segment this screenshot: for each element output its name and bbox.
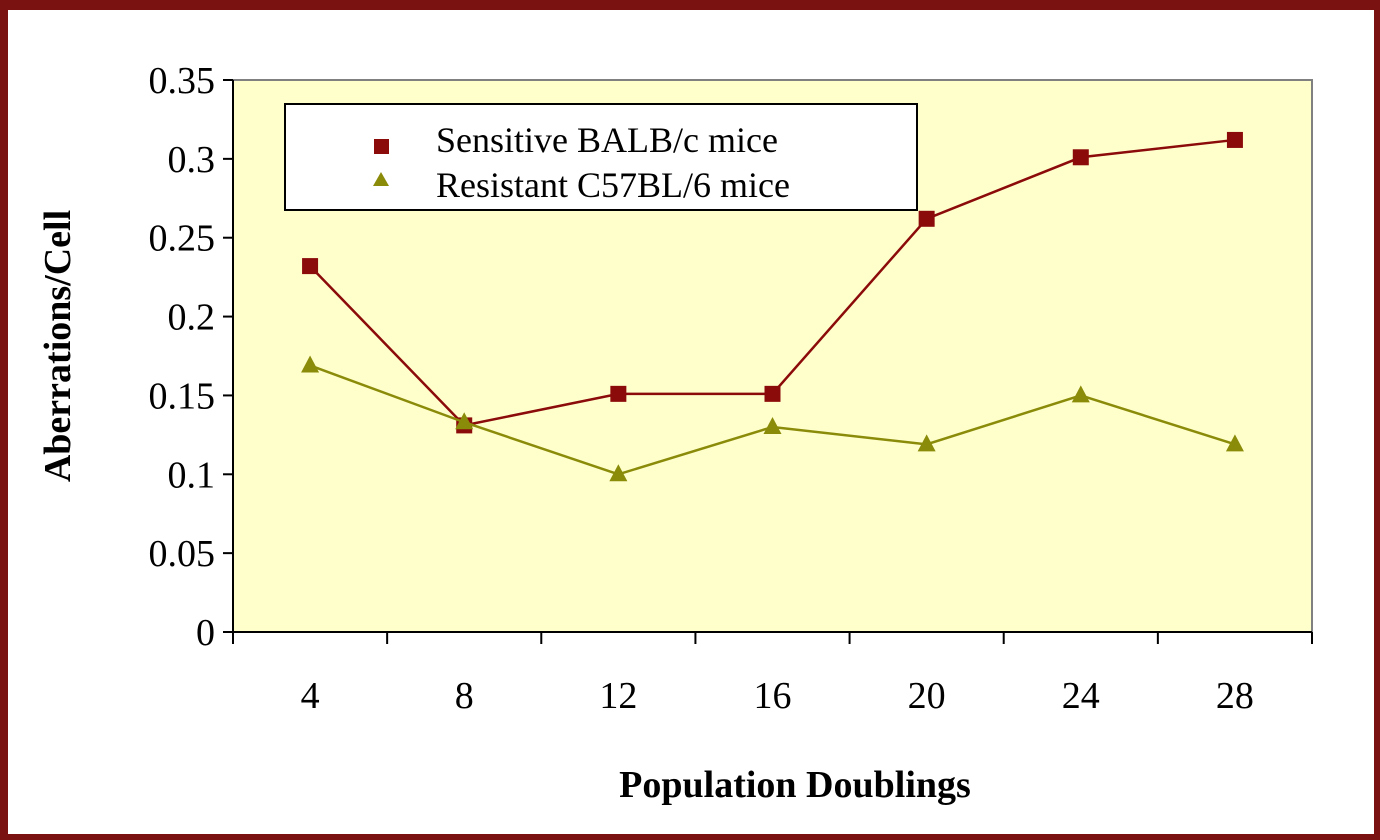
x-axis-title: Population Doublings: [619, 764, 971, 806]
data-point-resistant: [917, 434, 936, 452]
data-point-sensitive: [1226, 131, 1243, 148]
y-tick-label: 0: [196, 612, 215, 654]
data-point-resistant: [301, 355, 320, 373]
legend-label-sensitive: Sensitive BALB/c mice: [436, 120, 778, 160]
legend-box: [284, 103, 918, 211]
x-tick-label: 12: [599, 675, 637, 717]
data-point-sensitive: [1072, 149, 1089, 166]
y-tick-label: 0.15: [149, 375, 216, 417]
y-tick-label: 0.35: [149, 60, 216, 102]
x-tick-label: 20: [908, 675, 946, 717]
legend-label-resistant: Resistant C57BL/6 mice: [436, 165, 790, 205]
x-tick-label: 16: [754, 675, 792, 717]
y-tick-label: 0.3: [168, 139, 216, 181]
data-point-sensitive: [302, 258, 319, 275]
data-point-resistant: [455, 412, 474, 430]
data-point-sensitive: [918, 210, 935, 227]
data-point-sensitive: [764, 385, 781, 402]
legend-marker-sensitive: [374, 139, 389, 154]
data-point-resistant: [763, 416, 782, 434]
legend: Sensitive BALB/c mice Resistant C57BL/6 …: [284, 103, 918, 211]
x-tick-label: 4: [301, 675, 320, 717]
legend-marker-resistant: [373, 172, 389, 186]
data-point-resistant: [1225, 434, 1244, 452]
data-point-resistant: [609, 464, 628, 482]
data-point-resistant: [1071, 385, 1090, 403]
y-tick-label: 0.2: [168, 297, 216, 339]
y-tick-label: 0.25: [149, 218, 216, 260]
y-tick-label: 0.1: [168, 454, 216, 496]
x-tick-label: 8: [455, 675, 474, 717]
y-tick-label: 0.05: [149, 533, 216, 575]
data-point-sensitive: [610, 385, 627, 402]
y-axis-title: Aberrations/Cell: [37, 210, 79, 482]
x-tick-label: 28: [1216, 675, 1254, 717]
x-tick-label: 24: [1062, 675, 1100, 717]
